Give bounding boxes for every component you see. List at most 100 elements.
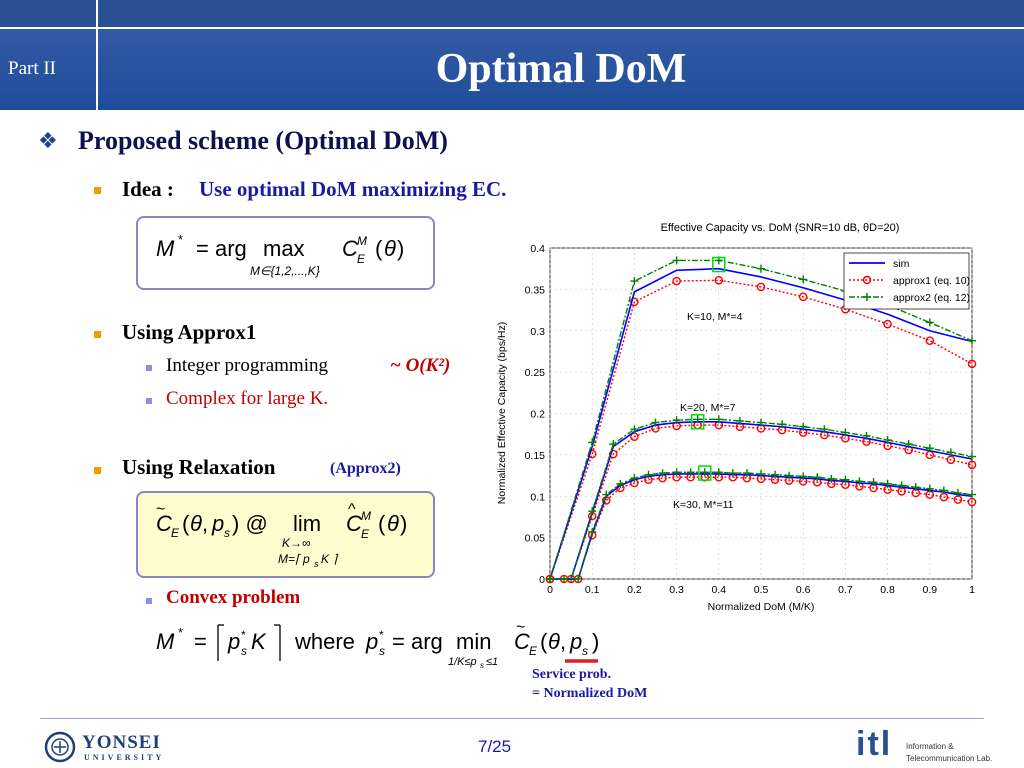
svg-text:s: s	[582, 644, 588, 658]
equation-3: M * = p * s K where p * s = arg min 1/K≤…	[156, 619, 599, 670]
chart-legend: sim approx1 (eq. 10) approx2 (eq. 12)	[843, 252, 970, 310]
y-tick-label: 0.3	[530, 326, 545, 338]
chart-grid	[549, 247, 973, 580]
chart-series	[545, 256, 977, 584]
marker-approx2	[968, 490, 976, 499]
x-tick-label: 0.8	[880, 584, 895, 596]
lab-name-line1: Information &	[906, 742, 954, 751]
legend-approx2-marker	[863, 293, 871, 301]
svg-text:C: C	[156, 511, 172, 536]
marker-approx1	[756, 282, 766, 292]
y-tick-label: 0.35	[525, 284, 546, 296]
marker-approx2	[735, 416, 744, 425]
normalized-dom-note: = Normalized DoM	[532, 686, 648, 701]
y-tick-label: 0.25	[525, 367, 546, 379]
chart-title: Effective Capacity vs. DoM (SNR=10 dB, θ…	[661, 222, 900, 234]
svg-text:θ: θ	[190, 511, 202, 536]
x-tick-label: 0.1	[585, 584, 600, 596]
marker-approx2	[778, 420, 787, 429]
svg-text:=: =	[194, 629, 207, 654]
marker-approx2	[841, 428, 850, 437]
bullet-square-icon	[94, 331, 101, 338]
itl-logo: itl	[856, 725, 893, 763]
bullet-square-icon	[94, 467, 101, 474]
idea-text: Use optimal DoM maximizing EC.	[199, 177, 507, 201]
marker-approx1	[798, 292, 808, 302]
x-tick-label: 0.2	[627, 584, 642, 596]
marker-approx2	[700, 468, 709, 477]
svg-text:): )	[400, 511, 407, 536]
x-tick-label: 0.6	[796, 584, 811, 596]
svg-text:≤1: ≤1	[486, 656, 498, 668]
marker-approx2	[946, 448, 955, 457]
y-axis-label: Normalized Effective Capacity (bps/Hz)	[496, 322, 508, 504]
y-tick-label: 0.05	[525, 533, 546, 545]
x-tick-label: 0.5	[754, 584, 769, 596]
marker-approx2	[869, 478, 878, 487]
marker-approx2	[757, 469, 765, 478]
svg-text:C: C	[342, 236, 358, 261]
y-tick-label: 0	[539, 574, 545, 586]
marker-approx2	[588, 527, 597, 536]
x-tick-label: 0.7	[838, 584, 853, 596]
svg-text:M=⌈ p: M=⌈ p	[278, 552, 310, 566]
svg-text:θ: θ	[387, 511, 399, 536]
svg-text:E: E	[171, 526, 180, 540]
svg-text:θ: θ	[384, 236, 396, 261]
marker-approx2	[757, 264, 765, 273]
service-prob-note: Service prob.	[532, 667, 612, 682]
marker-approx2	[771, 470, 780, 479]
marker-approx2	[813, 473, 822, 482]
marker-approx2	[820, 425, 829, 434]
idea-label: Idea :	[122, 177, 174, 201]
svg-text:M: M	[357, 234, 367, 248]
marker-approx2	[574, 575, 583, 583]
marker-approx2	[546, 575, 554, 583]
marker-approx2	[925, 484, 934, 493]
marker-approx2	[939, 486, 948, 495]
marker-approx2	[827, 474, 836, 483]
marker-approx1	[925, 336, 935, 345]
header-top-strip	[0, 0, 1024, 29]
svg-text:s: s	[379, 644, 385, 658]
marker-approx2	[742, 469, 751, 478]
svg-text:K→∞: K→∞	[282, 536, 311, 550]
marker-approx1	[714, 275, 724, 285]
svg-text:(: (	[182, 511, 190, 536]
complexity: ~ O(K²)	[390, 355, 451, 376]
page-number: 7/25	[478, 737, 512, 756]
marker-approx2	[658, 469, 667, 478]
marker-approx2	[602, 490, 611, 499]
marker-approx2	[953, 488, 962, 497]
equation-2: ~ C E ( θ , p s ) @ lim K→∞ M=⌈ p s K ⌉ …	[156, 501, 407, 569]
marker-approx1	[883, 319, 892, 329]
sub-bullet-icon	[146, 365, 152, 371]
footer-divider	[40, 718, 984, 719]
marker-approx2	[855, 477, 864, 486]
marker-approx2	[925, 444, 934, 453]
marker-approx2	[644, 470, 653, 479]
marker-approx2	[609, 440, 618, 449]
svg-text:M: M	[361, 509, 371, 523]
svg-text:,: ,	[560, 629, 566, 654]
marker-approx2	[616, 479, 625, 488]
svg-text:*: *	[379, 628, 384, 642]
svg-text:*: *	[241, 628, 246, 642]
bullet-square-icon	[94, 187, 101, 194]
svg-text:p: p	[211, 511, 224, 536]
marker-approx2	[757, 418, 765, 427]
annotation-k30: K=30, M*=11	[673, 499, 734, 511]
diamond-bullet-icon: ❖	[38, 128, 58, 153]
svg-text:where: where	[294, 629, 355, 654]
equation-box-2: ~ C E ( θ , p s ) @ lim K→∞ M=⌈ p s K ⌉ …	[136, 491, 435, 578]
svg-text:) @: ) @	[232, 511, 268, 536]
integer-programming: Integer programming	[166, 355, 328, 376]
convex-problem: Convex problem	[166, 587, 301, 608]
marker-approx2	[897, 481, 906, 490]
svg-text:= arg: = arg	[392, 629, 443, 654]
svg-text:~: ~	[516, 619, 525, 636]
x-axis-label: Normalized DoM (M/K)	[708, 601, 815, 613]
svg-text:*: *	[178, 625, 183, 640]
marker-approx2	[630, 474, 639, 483]
svg-text:θ: θ	[548, 629, 560, 654]
